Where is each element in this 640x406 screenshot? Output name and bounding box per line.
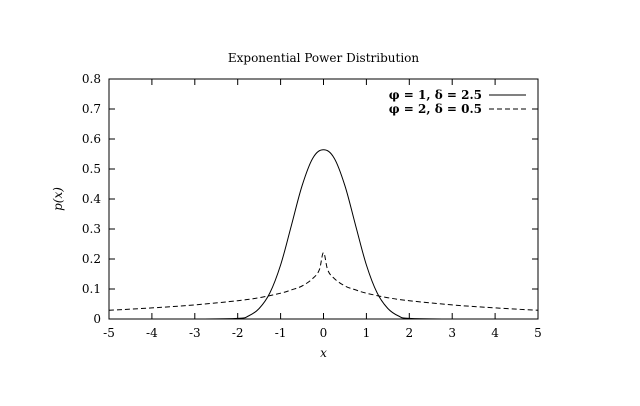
series-line-2 <box>108 252 539 311</box>
x-axis: -5 -4 -3 -2 -1 0 1 2 3 4 5 <box>103 79 542 340</box>
series-group <box>108 149 539 320</box>
x-tick-label: -3 <box>189 326 201 340</box>
x-tick-label: 1 <box>363 326 371 340</box>
x-axis-label: x <box>320 346 327 360</box>
y-tick-label: 0.2 <box>82 252 101 266</box>
y-tick-label: 0.7 <box>82 102 101 116</box>
x-tick-label: -5 <box>103 326 115 340</box>
x-tick-label: 2 <box>405 326 413 340</box>
y-tick-label: 0.3 <box>82 222 101 236</box>
x-tick-label: 5 <box>534 326 542 340</box>
y-tick-label: 0.4 <box>82 192 101 206</box>
y-tick-label: 0.1 <box>82 282 101 296</box>
x-tick-label: -4 <box>146 326 158 340</box>
y-tick-label: 0.8 <box>82 72 101 86</box>
legend-label-2: φ = 2, δ = 0.5 <box>389 102 482 116</box>
chart-title: Exponential Power Distribution <box>228 51 420 65</box>
x-tick-label: 3 <box>448 326 456 340</box>
x-tick-label: 4 <box>491 326 499 340</box>
x-tick-label: -1 <box>275 326 287 340</box>
y-tick-label: 0 <box>93 312 101 326</box>
x-tick-label: -2 <box>232 326 244 340</box>
legend-label-1: φ = 1, δ = 2.5 <box>389 88 482 102</box>
y-tick-label: 0.6 <box>82 132 101 146</box>
legend: φ = 1, δ = 2.5φ = 2, δ = 0.5 <box>389 88 526 116</box>
series-line-1 <box>108 149 538 320</box>
y-tick-label: 0.5 <box>82 162 101 176</box>
y-axis: 0 0.1 0.2 0.3 0.4 0.5 0.6 0.7 0.8 <box>82 72 538 326</box>
x-tick-label: 0 <box>320 326 328 340</box>
y-axis-label: p(x) <box>51 187 65 211</box>
